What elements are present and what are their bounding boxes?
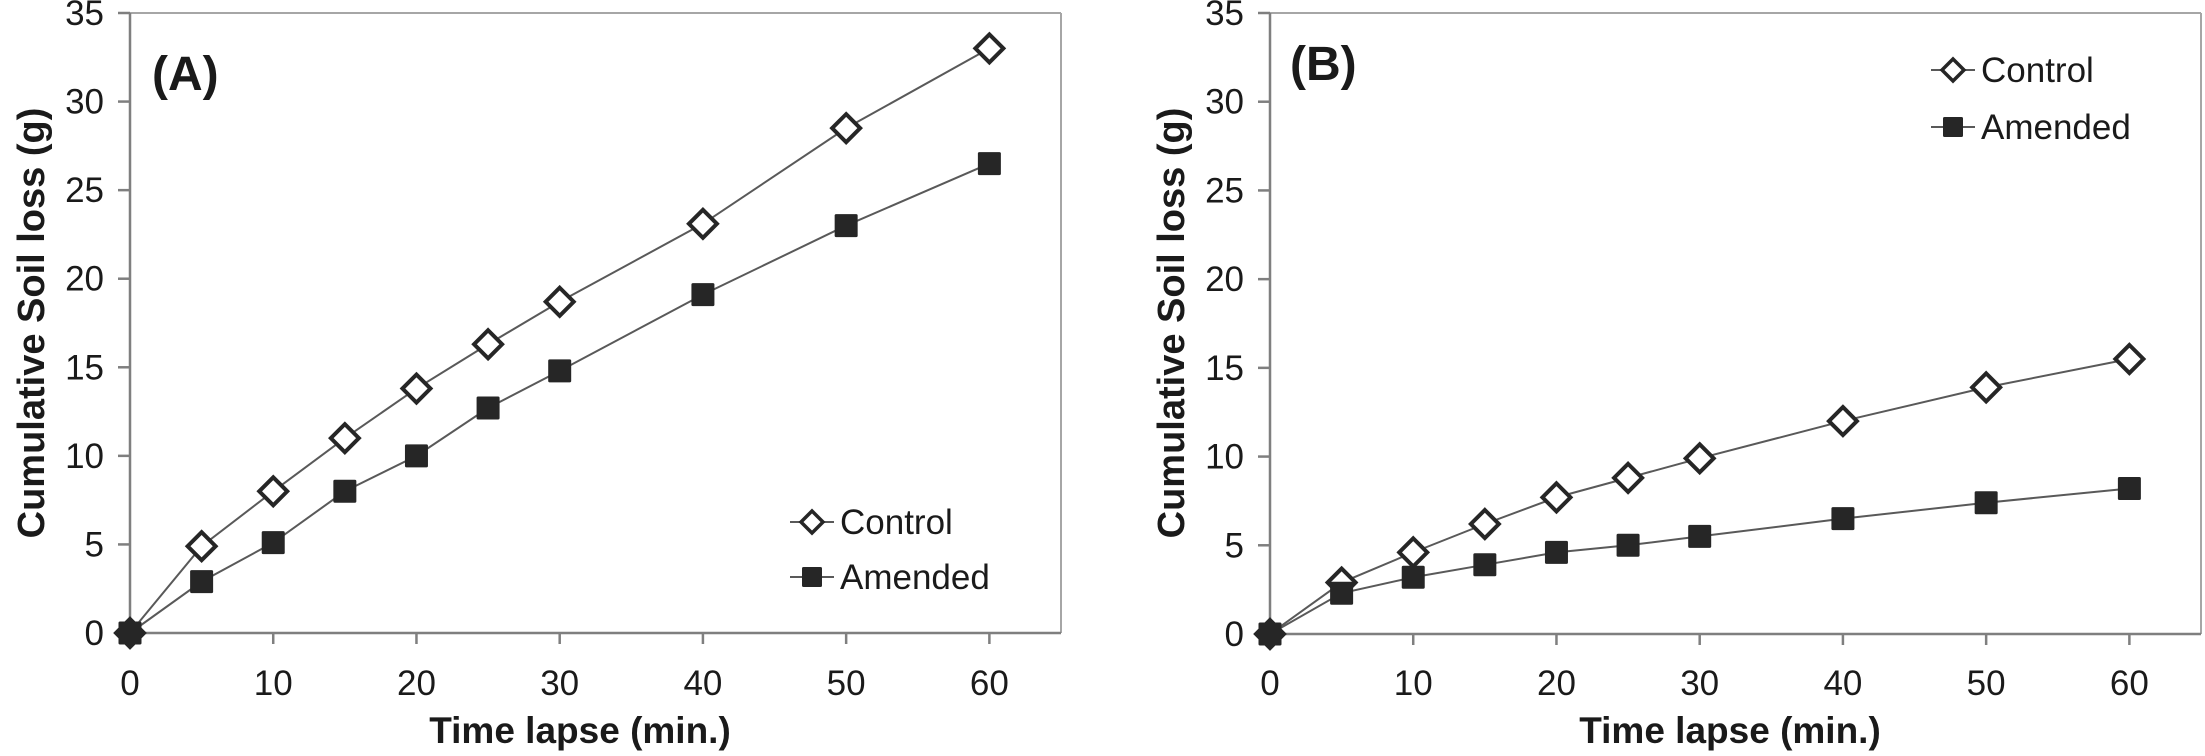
amended-square-marker — [691, 283, 715, 307]
control-diamond-marker — [184, 529, 219, 564]
control-diamond-marker — [1539, 480, 1574, 515]
y-tick-label: 10 — [65, 437, 104, 476]
control-diamond-marker — [256, 474, 291, 509]
amended-square-marker — [834, 214, 858, 238]
x-tick-label: 60 — [970, 664, 1009, 703]
y-tick-label: 0 — [1225, 615, 1244, 654]
y-tick-label: 5 — [85, 525, 104, 564]
series-line-control — [1269, 358, 2130, 635]
panel-letter: (B) — [1290, 38, 1357, 91]
y-axis-title: Cumulative Soil loss (g) — [11, 108, 53, 539]
x-tick-label: 60 — [2110, 664, 2149, 703]
x-tick-label: 30 — [1680, 664, 1719, 703]
amended-square-marker — [1688, 524, 1712, 548]
control-diamond-marker — [686, 206, 720, 241]
control-diamond-marker — [972, 31, 1007, 66]
y-axis-title: Cumulative Soil loss (g) — [1151, 108, 1193, 539]
amended-square-marker — [1616, 533, 1640, 557]
x-tick-label: 30 — [540, 664, 579, 703]
series-line-control — [129, 47, 990, 634]
x-tick-label: 50 — [827, 664, 866, 703]
y-tick-label: 25 — [1205, 171, 1244, 210]
y-tick-label: 20 — [65, 260, 104, 299]
control-diamond-marker — [1682, 441, 1717, 476]
y-tick-label: 35 — [65, 0, 104, 33]
amended-square-marker — [404, 444, 428, 468]
y-tick-label: 0 — [85, 614, 104, 653]
y-tick-label: 10 — [1205, 438, 1244, 477]
control-diamond-marker — [542, 284, 577, 319]
x-axis-title: Time lapse (min.) — [1579, 710, 1881, 751]
amended-square-marker — [1330, 581, 1354, 605]
y-tick-label: 15 — [65, 348, 104, 387]
y-tick-label: 35 — [1205, 0, 1244, 33]
x-axis-title: Time lapse (min.) — [429, 710, 731, 751]
amended-square-marker — [1401, 565, 1425, 589]
amended-square-marker — [1831, 507, 1855, 531]
x-tick-label: 10 — [254, 664, 293, 703]
amended-square-marker — [333, 479, 357, 503]
control-diamond-marker — [1396, 535, 1431, 570]
control-diamond-marker — [2112, 342, 2147, 376]
legend-label-control: Control — [1981, 51, 2094, 90]
series-line-amended — [1269, 487, 2130, 635]
amended-square-marker — [476, 396, 500, 420]
amended-square-marker — [1473, 553, 1497, 577]
x-tick-label: 40 — [683, 664, 722, 703]
amended-square-marker — [1544, 540, 1568, 564]
amended-square-marker — [1943, 117, 1963, 137]
amended-square-marker — [1974, 491, 1998, 515]
amended-square-marker — [190, 570, 214, 594]
x-tick-label: 0 — [120, 664, 139, 703]
series-line-amended — [129, 162, 990, 634]
control-diamond-marker — [798, 508, 826, 536]
control-diamond-marker — [829, 111, 863, 145]
control-diamond-marker — [1939, 56, 1967, 84]
control-diamond-marker — [1826, 404, 1860, 438]
x-tick-label: 50 — [1967, 664, 2006, 703]
x-tick-label: 20 — [397, 664, 436, 703]
legend-label-amended: Amended — [1981, 108, 2131, 147]
amended-square-marker — [977, 152, 1001, 176]
y-tick-label: 25 — [65, 171, 104, 210]
amended-square-marker — [548, 359, 572, 383]
x-tick-label: 40 — [1823, 664, 1862, 703]
y-tick-label: 15 — [1205, 349, 1244, 388]
control-diamond-marker — [1969, 370, 2003, 405]
amended-square-marker — [118, 621, 142, 645]
y-tick-label: 30 — [65, 83, 104, 122]
x-tick-label: 20 — [1537, 664, 1576, 703]
legend-label-amended: Amended — [840, 558, 990, 597]
y-tick-label: 5 — [1225, 526, 1244, 565]
control-diamond-marker — [399, 371, 434, 406]
amended-square-marker — [802, 567, 822, 587]
amended-square-marker — [261, 531, 285, 555]
control-diamond-marker — [1611, 461, 1645, 495]
amended-square-marker — [2117, 477, 2141, 501]
y-tick-label: 30 — [1205, 83, 1244, 122]
panel-letter: (A) — [152, 48, 219, 101]
x-tick-label: 10 — [1394, 664, 1433, 703]
x-tick-label: 0 — [1260, 664, 1279, 703]
control-diamond-marker — [328, 421, 362, 455]
amended-square-marker — [1258, 622, 1282, 646]
y-tick-label: 20 — [1205, 260, 1244, 299]
control-diamond-marker — [1468, 507, 1502, 541]
legend-label-control: Control — [840, 503, 953, 542]
control-diamond-marker — [471, 327, 505, 362]
